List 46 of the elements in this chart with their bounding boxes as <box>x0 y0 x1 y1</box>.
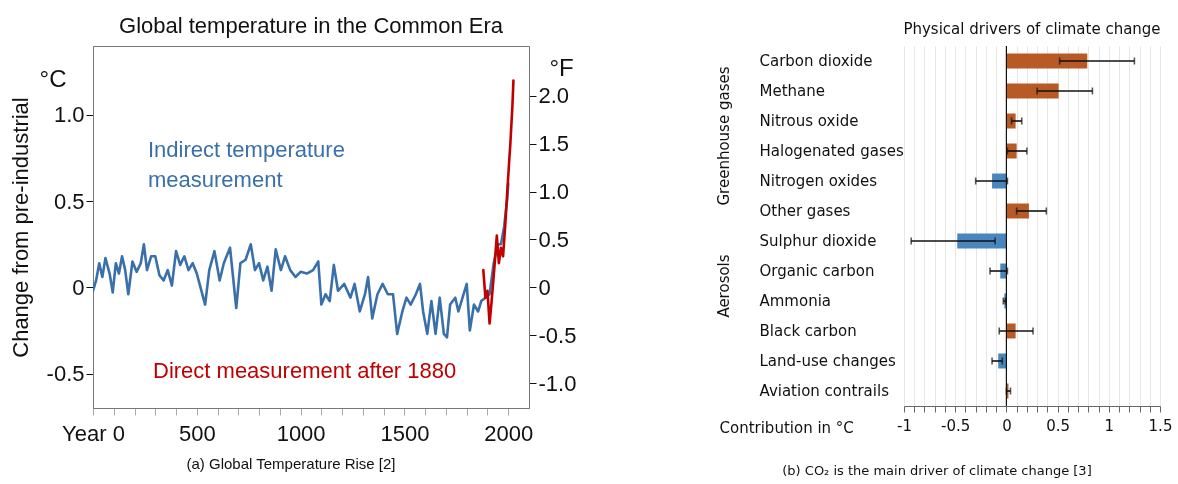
y-tick-label: Ammonia <box>759 292 832 310</box>
y-tick-label: Aviation contrails <box>759 382 890 400</box>
x-tick-label: 1.5 <box>1148 416 1173 435</box>
y2-tick-label: 1.5 <box>538 131 570 157</box>
x-tick-label: 2000 <box>484 420 534 446</box>
x-tick-label: -1 <box>897 416 912 435</box>
y-tick-label: 1.0 <box>53 102 85 128</box>
y-tick-label: Carbon dioxide <box>759 52 873 70</box>
y-tick-label: Halogenated gases <box>759 142 904 160</box>
x-axis-title: Contribution in °C <box>719 418 854 437</box>
y-tick-label: Other gases <box>759 202 851 220</box>
text: Indirect temperature measurement <box>148 137 345 192</box>
x-tick-label: 0.5 <box>1046 416 1071 435</box>
y2-tick-label: 2.0 <box>538 83 570 109</box>
y2-tick-label: -1.0 <box>538 370 577 396</box>
x-tick-label: 1 <box>1104 416 1115 435</box>
y2-tick-label: 1.0 <box>538 179 570 205</box>
y-tick-label: Organic carbon <box>759 262 875 280</box>
y2-axis-title: °F <box>549 53 574 81</box>
y-tick-label: Nitrous oxide <box>759 112 859 130</box>
text: (a) Global Temperature Rise [2] <box>186 455 396 472</box>
x-tick-label: -0.5 <box>941 416 971 435</box>
x-tick-label: 0 <box>1002 416 1012 435</box>
y-tick-label: 0 <box>72 274 85 300</box>
x-tick-label: 500 <box>178 420 216 446</box>
y-tick-label: Sulphur dioxide <box>759 232 877 250</box>
y-tick-label: 0.5 <box>53 188 85 214</box>
text: Greenhouse gases <box>715 66 733 206</box>
y-axis-title: Change from pre-industrial <box>7 97 33 358</box>
x-tick-label: Year 0 <box>62 420 125 446</box>
y2-tick-label: 0.5 <box>538 226 570 252</box>
y-tick-label: Nitrogen oxides <box>759 172 878 190</box>
chart-title: Global temperature in the Common Era <box>119 13 504 38</box>
y-tick-label: -0.5 <box>46 361 85 387</box>
chart-title: Physical drivers of climate change <box>903 20 1161 39</box>
y-tick-label: Methane <box>759 82 825 100</box>
y2-tick-label: -0.5 <box>538 322 577 348</box>
y-tick-label: Land-use changes <box>759 352 897 370</box>
y-tick-label: Black carbon <box>759 322 857 340</box>
text: Direct measurement after 1880 <box>153 358 457 383</box>
text: (b) CO₂ is the main driver of climate change [3] <box>782 463 1092 478</box>
y2-tick-label: 0 <box>538 274 551 300</box>
x-tick-label: 1000 <box>276 420 326 446</box>
text: °C <box>39 65 67 92</box>
x-tick-label: 1500 <box>380 420 430 446</box>
text: Aerosols <box>715 254 733 318</box>
